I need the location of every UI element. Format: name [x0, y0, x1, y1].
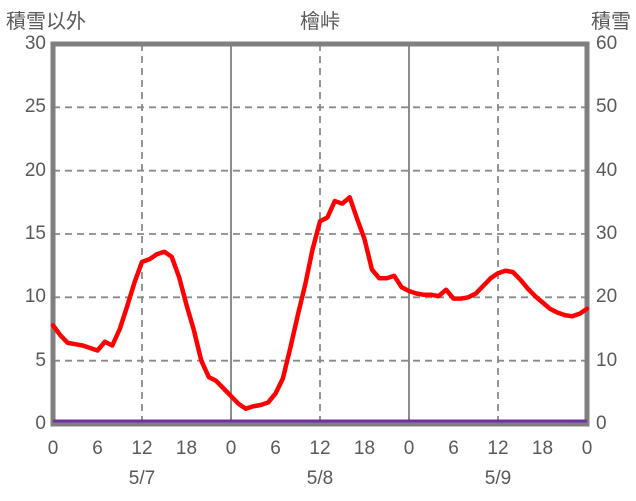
x-tick: 12: [487, 438, 509, 459]
y-tick-left: 5: [35, 349, 46, 371]
y-tick-left: 0: [35, 413, 46, 434]
x-tick: 18: [531, 438, 554, 459]
y-tick-right: 10: [596, 349, 618, 371]
x-tick: 18: [353, 438, 376, 459]
y-tick-right: 0: [596, 413, 607, 434]
x-tick: 12: [309, 438, 331, 459]
chart-title: 檜峠: [300, 11, 340, 33]
x-tick: 0: [581, 438, 593, 459]
y-tick-right: 30: [596, 223, 618, 244]
date-label: 5/7: [128, 468, 156, 489]
x-tick: 6: [92, 438, 103, 459]
y-tick-right: 60: [596, 33, 618, 54]
date-label: 5/9: [484, 468, 512, 489]
x-tick: 18: [175, 438, 198, 459]
y-tick-left: 25: [24, 96, 46, 118]
x-tick: 6: [448, 438, 459, 459]
y-tick-left: 10: [24, 286, 46, 308]
left-axis-title: 積雪以外: [6, 11, 86, 33]
y-tick-right: 20: [596, 286, 618, 308]
date-label: 5/8: [306, 468, 334, 489]
right-axis-title: 積雪: [591, 11, 631, 33]
y-tick-left: 15: [24, 223, 46, 244]
y-tick-right: 40: [596, 159, 618, 181]
y-tick-right: 50: [596, 96, 618, 118]
series-line-0: [50, 195, 590, 412]
y-tick-left: 20: [24, 159, 46, 181]
plot-border: [50, 41, 590, 427]
y-tick-left: 30: [24, 33, 46, 54]
x-tick: 12: [131, 438, 153, 459]
x-tick: 0: [225, 438, 237, 459]
x-tick: 0: [47, 438, 59, 459]
x-tick: 0: [403, 438, 415, 459]
x-tick: 6: [270, 438, 281, 459]
